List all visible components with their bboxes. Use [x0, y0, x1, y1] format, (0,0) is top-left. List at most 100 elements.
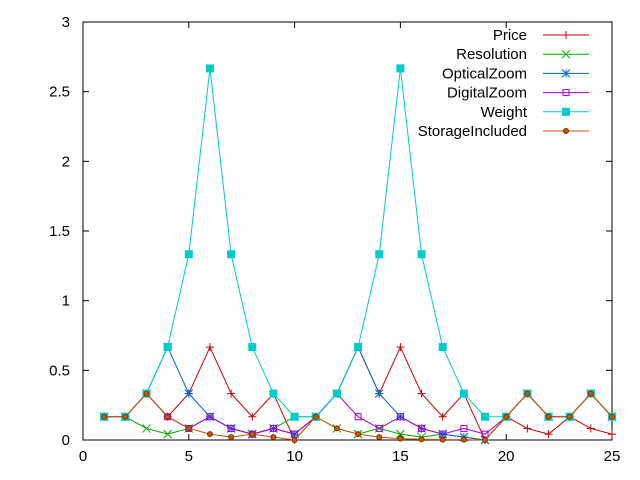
legend-item-weight: Weight	[481, 104, 589, 121]
data-point-storageincluded	[312, 413, 319, 420]
data-point-weight	[481, 412, 490, 421]
legend-item-storageincluded: StorageIncluded	[418, 123, 589, 140]
data-point-price	[544, 430, 553, 439]
x-tick-label: 10	[286, 448, 303, 465]
x-tick-label: 0	[79, 448, 87, 465]
data-point-price	[438, 412, 447, 421]
series-line-opticalzoom	[104, 345, 613, 441]
data-point-price	[205, 343, 214, 352]
x-tick-label: 20	[498, 448, 515, 465]
data-point-weight	[396, 64, 405, 73]
x-tick-label: 15	[392, 448, 409, 465]
y-tick-label: 0	[62, 432, 70, 449]
data-point-weight	[290, 412, 299, 421]
axis-ticks: 0 5 10 15 20 25 0 0.5 1 1.5 2 2.5 3	[49, 14, 620, 465]
data-point-digitalzoom	[269, 424, 277, 432]
legend-marker	[562, 31, 570, 39]
legend-item-resolution: Resolution	[456, 46, 589, 63]
plot-border	[82, 21, 613, 441]
legend-item-digitalzoom: DigitalZoom	[447, 85, 589, 102]
data-point-storageincluded	[587, 390, 594, 397]
data-point-digitalzoom	[460, 424, 468, 432]
data-point-digitalzoom	[375, 424, 383, 432]
data-point-weight	[438, 343, 447, 352]
data-point-digitalzoom	[227, 424, 235, 432]
series-layer	[99, 64, 617, 445]
data-point-weight	[459, 389, 468, 398]
series-line-price	[104, 345, 613, 441]
legend-label: Resolution	[456, 46, 527, 63]
legend-label: DigitalZoom	[447, 85, 527, 102]
data-point-resolution	[163, 429, 172, 439]
data-point-storageincluded	[101, 413, 108, 420]
series-weight	[100, 64, 616, 421]
data-point-storageincluded	[566, 413, 573, 420]
data-point-price	[248, 412, 257, 421]
data-point-storageincluded	[206, 431, 213, 438]
legend-marker	[561, 49, 571, 59]
data-point-weight	[184, 250, 193, 259]
data-point-price	[227, 389, 236, 398]
data-point-storageincluded	[397, 435, 404, 442]
data-point-weight	[227, 250, 236, 259]
data-point-storageincluded	[524, 390, 531, 397]
legend-label: StorageIncluded	[418, 123, 527, 140]
data-point-storageincluded	[376, 434, 383, 441]
data-point-price	[523, 424, 532, 433]
data-point-storageincluded	[503, 413, 510, 420]
legend-marker	[562, 89, 570, 97]
legend-label: Weight	[481, 104, 528, 121]
data-point-price	[417, 389, 426, 398]
data-point-storageincluded	[418, 436, 425, 443]
series-digitalzoom	[100, 390, 616, 438]
y-tick-label: 1.5	[49, 223, 70, 240]
data-point-weight	[417, 250, 426, 259]
legend: Price Resolution OpticalZoom DigitalZoom Wei…	[418, 27, 589, 140]
data-point-opticalzoom	[374, 389, 384, 398]
data-point-storageincluded	[545, 413, 552, 420]
data-point-storageincluded	[355, 431, 362, 438]
data-point-storageincluded	[143, 390, 150, 397]
data-point-resolution	[142, 424, 151, 433]
legend-marker	[562, 107, 570, 116]
data-point-storageincluded	[482, 437, 489, 443]
legend-label: OpticalZoom	[442, 65, 527, 82]
data-point-weight	[269, 389, 278, 398]
data-point-digitalzoom	[396, 413, 404, 421]
data-point-storageincluded	[439, 436, 446, 443]
series-line-weight	[104, 68, 613, 418]
series-storageincluded	[101, 390, 615, 443]
data-point-price	[396, 343, 405, 352]
legend-label: Price	[493, 27, 527, 44]
data-point-opticalzoom	[184, 389, 194, 398]
data-point-storageincluded	[249, 431, 256, 438]
data-point-storageincluded	[164, 413, 171, 420]
data-point-weight	[354, 343, 363, 352]
data-point-storageincluded	[270, 434, 277, 441]
data-point-digitalzoom	[206, 413, 214, 421]
data-point-digitalzoom	[418, 424, 426, 432]
series-price	[100, 343, 616, 444]
data-point-storageincluded	[609, 413, 615, 420]
legend-item-price: Price	[493, 27, 589, 44]
data-point-resolution	[396, 429, 405, 439]
x-tick-label: 25	[604, 448, 621, 465]
series-opticalzoom	[99, 342, 617, 445]
data-point-weight	[375, 250, 384, 259]
data-point-price	[586, 424, 595, 433]
x-tick-label: 5	[185, 448, 193, 465]
y-tick-label: 3	[62, 14, 70, 31]
y-tick-label: 2	[62, 153, 70, 170]
y-tick-label: 2.5	[49, 84, 70, 101]
data-point-storageincluded	[460, 436, 467, 443]
data-point-weight	[205, 64, 214, 73]
legend-marker	[561, 69, 571, 78]
data-point-weight	[163, 343, 172, 352]
data-point-price	[608, 430, 616, 439]
plot-frame	[82, 21, 613, 441]
y-tick-label: 0.5	[49, 362, 70, 379]
y-tick-label: 1	[62, 293, 70, 310]
data-point-storageincluded	[185, 425, 192, 432]
data-point-storageincluded	[291, 437, 298, 443]
